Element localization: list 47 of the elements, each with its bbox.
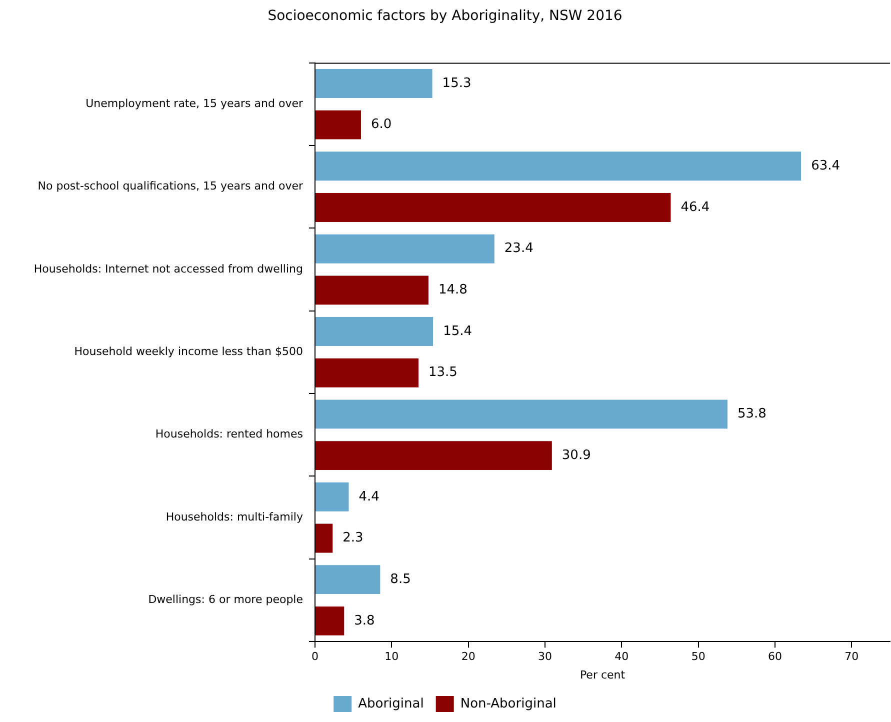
data-label: 23.4 [504, 241, 534, 256]
bar [316, 400, 728, 429]
bar [316, 524, 333, 553]
bar [316, 482, 349, 512]
legend-label: Non-Aboriginal [460, 696, 556, 712]
x-tick-label: 30 [538, 650, 552, 664]
data-label: 4.4 [358, 489, 380, 504]
data-label: 2.3 [342, 530, 364, 546]
chart-title: Socioeconomic factors by Aboriginality, NSW 2016 [268, 8, 622, 24]
data-label: 14.8 [438, 282, 468, 298]
bar [316, 317, 434, 346]
x-tick-label: 0 [312, 650, 318, 664]
bar [316, 276, 428, 305]
bar [316, 565, 380, 594]
data-label: 53.8 [737, 406, 766, 422]
data-label: 46.4 [680, 200, 710, 215]
bar [316, 234, 494, 264]
y-tick-label: Households: multi-family [166, 510, 304, 524]
data-label: 15.3 [442, 76, 472, 91]
bar [316, 152, 802, 181]
x-tick-label: 10 [384, 650, 399, 664]
data-label: 13.5 [428, 365, 458, 380]
data-label: 63.4 [811, 158, 840, 174]
bar [316, 193, 671, 222]
data-label: 15.4 [443, 324, 472, 339]
bar [316, 441, 552, 470]
x-tick-label: 40 [614, 650, 629, 664]
x-tick-label: 60 [768, 650, 782, 664]
data-label: 30.9 [562, 448, 591, 463]
y-tick-label: Households: Internet not accessed from dwelling [34, 262, 303, 276]
bar [316, 110, 361, 140]
data-label: 6.0 [371, 117, 392, 132]
x-tick-label: 20 [461, 650, 476, 664]
data-label: 3.8 [354, 613, 375, 628]
y-tick-label: Household weekly income less than $500 [74, 345, 303, 358]
y-tick-label: Dwellings: 6 or more people [148, 593, 304, 606]
y-tick-label: Unemployment rate, 15 years and over [86, 97, 304, 110]
y-tick-label: Households: rented homes [155, 428, 304, 441]
bar [316, 69, 432, 98]
x-axis-title: Per cent [580, 668, 626, 682]
bar [316, 358, 418, 388]
bar [316, 606, 344, 636]
y-tick-label: No post-school qualifications, 15 years and over [38, 180, 304, 193]
legend-label: Aboriginal [358, 696, 424, 712]
data-label: 8.5 [390, 572, 411, 587]
x-tick-label: 70 [844, 650, 859, 664]
x-tick-label: 50 [691, 650, 706, 664]
